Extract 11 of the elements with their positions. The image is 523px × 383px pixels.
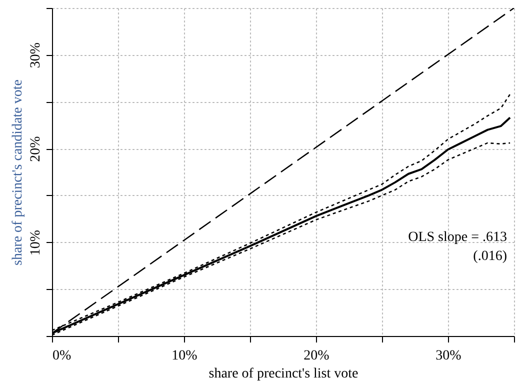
x-tick-label: 30%	[436, 348, 462, 364]
annotation: (.016)	[473, 249, 508, 264]
x-tick-label: 10%	[172, 348, 198, 364]
y-tick-label: 20%	[28, 136, 44, 162]
y-axis-title: share of precinct's candidate vote	[10, 80, 26, 266]
x-axis-title: share of precinct's list vote	[208, 366, 358, 382]
x-tick-label: 0%	[52, 348, 72, 364]
y-tick-label: 30%	[28, 42, 44, 68]
y-tick-label: 10%	[28, 230, 44, 256]
annotation: OLS slope = .613	[408, 230, 507, 245]
x-tick-label: 20%	[304, 348, 330, 364]
